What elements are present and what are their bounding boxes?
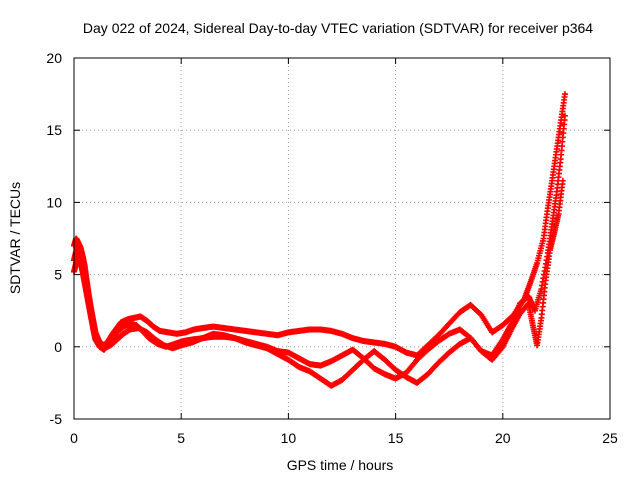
y-tick-label: 15 <box>46 122 62 138</box>
data-point-marker <box>561 112 568 119</box>
series-3 <box>71 177 566 389</box>
series-2 <box>71 112 568 382</box>
x-tick-label: 15 <box>388 430 404 446</box>
data-layer <box>71 91 568 389</box>
x-tick-label: 0 <box>70 430 78 446</box>
x-axis-label: GPS time / hours <box>287 457 394 473</box>
data-point-marker <box>561 91 568 98</box>
plot-frame <box>73 57 611 420</box>
y-tick-label: 20 <box>46 50 62 66</box>
grid-lines <box>74 58 610 419</box>
x-tick-label: 10 <box>281 430 297 446</box>
x-tick-label: 25 <box>602 430 618 446</box>
y-tick-label: 5 <box>54 267 62 283</box>
y-tick-label: 0 <box>54 339 62 355</box>
x-tick-label: 5 <box>177 430 185 446</box>
axis-ticks: 0 5 10 15 20 25 -5 0 5 10 15 20 <box>46 50 618 446</box>
y-tick-label: -5 <box>50 411 63 427</box>
y-tick-label: 10 <box>46 194 62 210</box>
data-point-marker <box>559 177 566 184</box>
chart-title: Day 022 of 2024, Sidereal Day-to-day VTE… <box>83 20 593 36</box>
y-axis-label: SDTVAR / TECUs <box>7 182 23 294</box>
x-tick-label: 20 <box>495 430 511 446</box>
series-1 <box>71 91 568 359</box>
